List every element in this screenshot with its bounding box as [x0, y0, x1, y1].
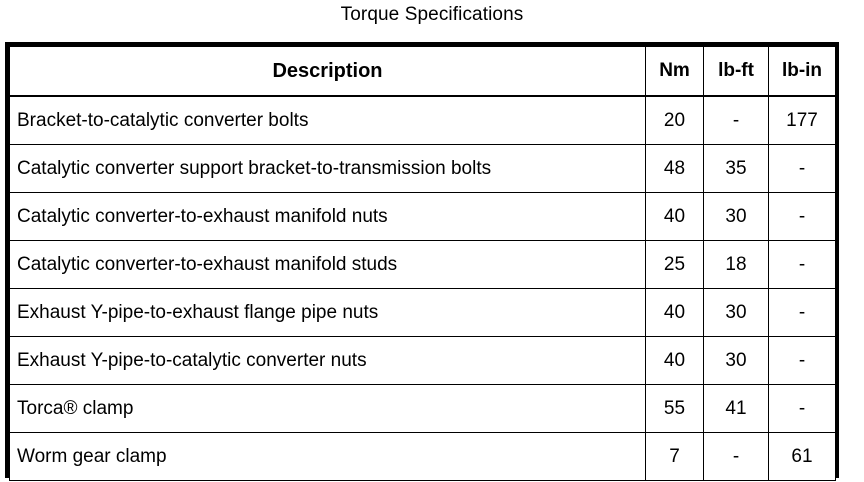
table-body: Bracket-to-catalytic converter bolts 20 …	[9, 95, 836, 481]
table-row: Exhaust Y-pipe-to-catalytic converter nu…	[9, 336, 836, 385]
cell-lb-in: 61	[768, 432, 836, 481]
table-row: Exhaust Y-pipe-to-exhaust flange pipe nu…	[9, 288, 836, 337]
cell-lb-ft: -	[703, 95, 769, 145]
torque-table-container: Description Nm lb-ft lb-in Bracket-to-ca…	[5, 42, 839, 481]
cell-lb-ft: -	[703, 432, 769, 481]
cell-lb-ft: 30	[703, 288, 769, 337]
cell-nm: 40	[645, 288, 704, 337]
table-row: Catalytic converter-to-exhaust manifold …	[9, 192, 836, 241]
cell-description: Catalytic converter-to-exhaust manifold …	[9, 240, 646, 289]
cell-lb-in: -	[768, 384, 836, 433]
cell-lb-in: -	[768, 192, 836, 241]
cell-nm: 25	[645, 240, 704, 289]
table-header-row: Description Nm lb-ft lb-in	[9, 46, 836, 97]
cell-lb-ft: 35	[703, 144, 769, 193]
column-header-lb-in: lb-in	[768, 46, 836, 97]
table-row: Catalytic converter support bracket-to-t…	[9, 144, 836, 193]
table-row: Torca® clamp 55 41 -	[9, 384, 836, 433]
column-header-lb-ft: lb-ft	[703, 46, 769, 97]
cell-lb-ft: 41	[703, 384, 769, 433]
cell-lb-in: 177	[768, 95, 836, 145]
cell-lb-ft: 30	[703, 192, 769, 241]
torque-specifications-table: Description Nm lb-ft lb-in Bracket-to-ca…	[9, 46, 836, 481]
cell-description: Worm gear clamp	[9, 432, 646, 481]
cell-lb-ft: 30	[703, 336, 769, 385]
cell-nm: 55	[645, 384, 704, 433]
cell-lb-in: -	[768, 144, 836, 193]
table-header: Description Nm lb-ft lb-in	[9, 46, 836, 97]
table-row: Bracket-to-catalytic converter bolts 20 …	[9, 95, 836, 145]
cell-description: Catalytic converter-to-exhaust manifold …	[9, 192, 646, 241]
table-row: Catalytic converter-to-exhaust manifold …	[9, 240, 836, 289]
page-title: Torque Specifications	[340, 4, 524, 25]
cell-description: Exhaust Y-pipe-to-catalytic converter nu…	[9, 336, 646, 385]
cell-nm: 48	[645, 144, 704, 193]
cell-nm: 7	[645, 432, 704, 481]
cell-lb-in: -	[768, 288, 836, 337]
column-header-description: Description	[9, 46, 646, 97]
cell-description: Bracket-to-catalytic converter bolts	[9, 95, 646, 145]
cell-nm: 40	[645, 192, 704, 241]
column-header-nm: Nm	[645, 46, 704, 97]
cell-description: Exhaust Y-pipe-to-exhaust flange pipe nu…	[9, 288, 646, 337]
cell-description: Torca® clamp	[9, 384, 646, 433]
cell-nm: 40	[645, 336, 704, 385]
cell-lb-in: -	[768, 336, 836, 385]
table-row: Worm gear clamp 7 - 61	[9, 432, 836, 481]
cell-nm: 20	[645, 95, 704, 145]
cell-description: Catalytic converter support bracket-to-t…	[9, 144, 646, 193]
cell-lb-ft: 18	[703, 240, 769, 289]
cell-lb-in: -	[768, 240, 836, 289]
